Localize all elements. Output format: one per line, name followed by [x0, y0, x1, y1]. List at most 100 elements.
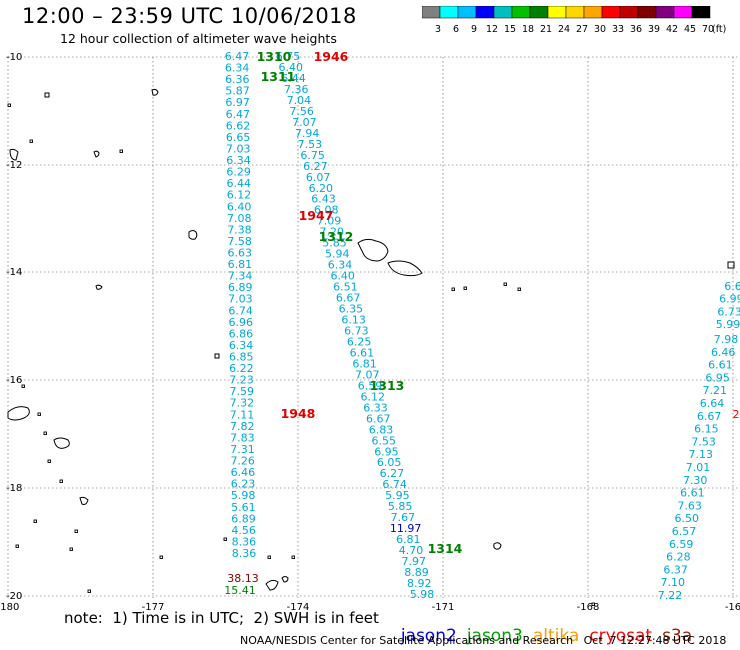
- swh-value-track-b: 6.73: [344, 324, 369, 337]
- island-outline: [79, 496, 89, 505]
- scale-label: 39: [648, 24, 660, 35]
- swh-value-track-b: 7.67: [391, 511, 416, 524]
- grid: [7, 56, 738, 598]
- islet: [87, 589, 91, 593]
- scale-label: 42: [666, 24, 678, 35]
- island-outline: [44, 92, 50, 98]
- swh-value-track-a: 7.08: [227, 212, 252, 225]
- swh-value-track-a: 7.32: [230, 397, 255, 410]
- swh-value-track-a: 7.26: [230, 455, 255, 468]
- swh-value-track-a: 8.36: [232, 547, 257, 560]
- swh-value-track-a: 7.23: [229, 374, 254, 387]
- swh-value-track-b: 7.07: [292, 116, 317, 129]
- islet: [223, 537, 227, 541]
- swh-value-track-b: 6.81: [396, 533, 421, 546]
- swh-value-special: 2: [733, 408, 740, 421]
- islet: [69, 547, 73, 551]
- swh-value-track-b: 6.40: [330, 270, 355, 283]
- lat-tick-label: -14: [6, 267, 22, 278]
- scale-label: 9: [471, 24, 477, 35]
- swh-value-track-a: 6.86: [229, 327, 254, 340]
- sat-s3a: s3a: [662, 626, 693, 646]
- pass-label-1947: 1947: [299, 208, 334, 223]
- swh-value-track-b: 5.85: [322, 237, 347, 250]
- swh-tracks: 6.476.346.365.876.976.476.626.657.036.34…: [224, 50, 740, 602]
- swh-value-track-b: 6.81: [352, 357, 377, 370]
- swh-value-track-a: 6.85: [229, 351, 254, 364]
- swh-value-track-b: 6.20: [309, 182, 334, 195]
- lon-tick-label: -174: [287, 602, 310, 610]
- scale-label: 12: [486, 24, 498, 35]
- island-outline: [93, 150, 100, 158]
- islet: [37, 412, 41, 416]
- swh-value-track-b: 6.35: [339, 303, 364, 316]
- swh-value-track-b: 8.92: [407, 577, 432, 590]
- scale-label: 36: [630, 24, 642, 35]
- lat-tick-label: -10: [6, 52, 22, 63]
- pass-label-1314: 1314: [428, 541, 463, 556]
- swh-value-track-a: 6.96: [228, 316, 253, 329]
- swh-value-track-b: 7.53: [298, 138, 323, 151]
- swh-value-track-a: 6.22: [229, 362, 254, 375]
- swh-value-track-b: 6.40: [278, 61, 303, 74]
- swh-value-track-a: 6.89: [228, 281, 253, 294]
- swh-value-track-b: 6.44: [281, 72, 306, 85]
- swh-value-track-b: 6.27: [303, 160, 328, 173]
- island-outline: [281, 576, 289, 583]
- scale-label: 18: [522, 24, 534, 35]
- islet: [159, 555, 163, 559]
- swh-value-track-b: 5.95: [385, 489, 410, 502]
- pass-label-1311: 1311: [261, 69, 296, 84]
- island-outline: [7, 406, 30, 421]
- scale-label: 33: [612, 24, 624, 35]
- lat-tick-label: -12: [6, 160, 22, 171]
- swh-value-track-b: 6.95: [374, 445, 399, 458]
- swh-value-track-a: 7.58: [227, 235, 252, 248]
- islet: [119, 149, 123, 153]
- islet: [291, 555, 295, 559]
- swh-value-track-a: 6.44: [227, 177, 252, 190]
- swh-value-track-c: 7.30: [683, 474, 708, 487]
- map-subtitle: 12 hour collection of altimeter wave hei…: [60, 31, 337, 46]
- swh-value-track-b: 6.75: [276, 50, 301, 63]
- swh-value-track-a: 6.34: [229, 339, 254, 352]
- swh-value-track-a: 6.47: [226, 108, 251, 121]
- scale-label: 21: [540, 24, 552, 35]
- sat-jason2: jason2: [400, 626, 457, 646]
- island-outline: [151, 88, 159, 96]
- pass-label-1313: 1313: [370, 378, 405, 393]
- lat-tick-label: -16: [6, 375, 22, 386]
- altimeter-map: -10 -12 -14 -16 -18 -20-180 -177 -174 -171 -168 -1…: [0, 49, 740, 610]
- swh-value-track-a: 7.11: [230, 408, 255, 421]
- lon-tick-label: -16: [725, 602, 740, 610]
- pass-label-1948: 1948: [281, 406, 316, 421]
- swh-value-track-b: 8.89: [404, 566, 429, 579]
- swh-value-track-c: 6.50: [675, 512, 700, 525]
- swh-value-track-c: 7.01: [686, 461, 711, 474]
- swh-value-track-a: 6.97: [225, 96, 250, 109]
- islet: [463, 286, 467, 290]
- swh-value-track-b: 6.05: [377, 456, 402, 469]
- swh-value-track-b: 6.13: [341, 314, 366, 327]
- island-outline: [357, 238, 389, 262]
- swh-value-track-a: 5.98: [231, 489, 256, 502]
- lon-tick-label: -177: [142, 602, 165, 610]
- swh-value-track-c: 6.15: [694, 423, 719, 436]
- swh-value-track-a: 6.89: [231, 512, 256, 525]
- scale-label: 15: [504, 24, 516, 35]
- swh-value-track-b: 7.36: [284, 83, 309, 96]
- scale-swatch: [691, 6, 711, 19]
- swh-value-track-c: 6.59: [669, 538, 694, 551]
- swh-value-track-d: 6.99: [719, 293, 740, 306]
- lon-tick-label: -171: [432, 602, 455, 610]
- swh-value-track-a: 7.83: [230, 431, 255, 444]
- swh-value-track-a: 6.81: [228, 258, 253, 271]
- swh-value-track-b: 6.07: [306, 171, 331, 184]
- islet: [267, 555, 271, 559]
- swh-value-track-b: 7.97: [402, 555, 427, 568]
- swh-value-track-c: 7.53: [691, 435, 716, 448]
- pass-label-1310: 1310: [257, 49, 292, 64]
- swh-value-track-a: 6.34: [225, 62, 250, 75]
- pass-label-1946: 1946: [314, 49, 349, 64]
- island-outline: [188, 230, 198, 240]
